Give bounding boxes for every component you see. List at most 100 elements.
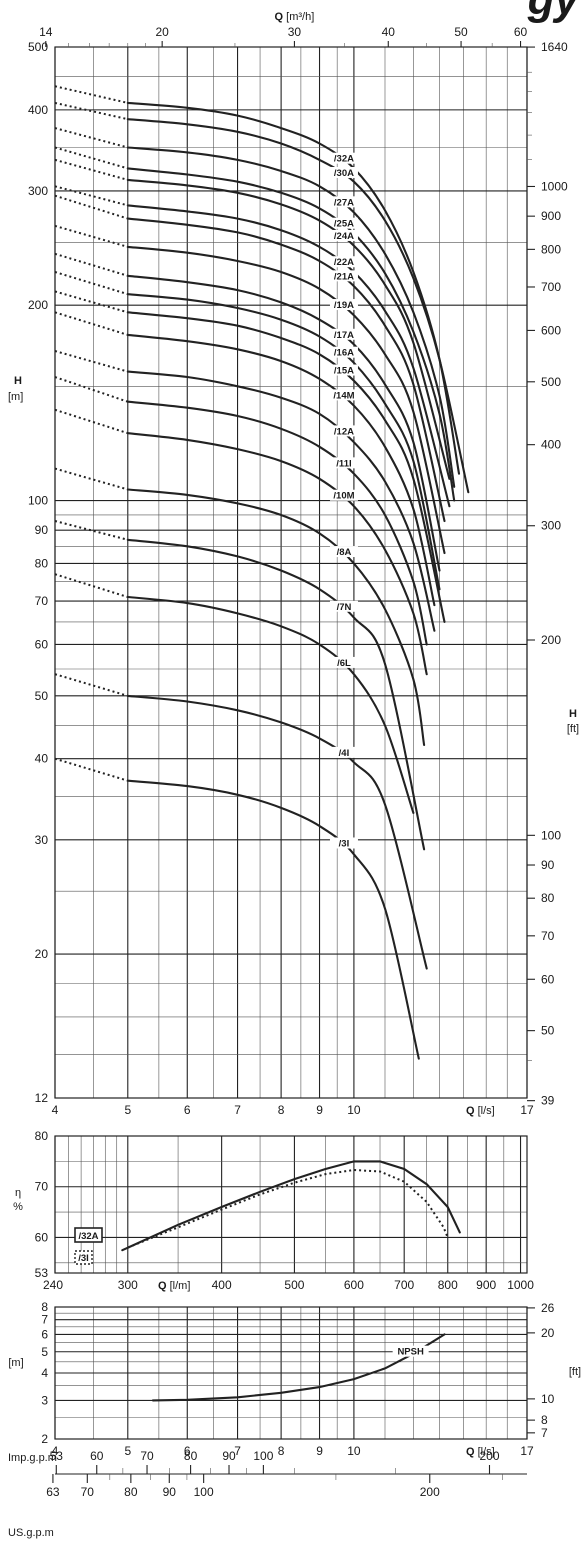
x-axis-tick-label: 700 [394, 1278, 414, 1292]
curve-label: /4I [339, 748, 350, 759]
npsh-label: NPSH [397, 1347, 424, 1358]
x-axis-tick-label: 240 [43, 1278, 63, 1292]
y2-axis-tick-label: 80 [541, 891, 555, 905]
x-axis-tick-label: 9 [316, 1103, 323, 1117]
us-gpm-tick-label: 200 [420, 1485, 440, 1499]
y2-axis-tick-label: 50 [541, 1024, 555, 1038]
y-axis-tick-label: 5 [41, 1345, 48, 1359]
head-curve [126, 245, 446, 555]
head-curve [126, 101, 461, 475]
npsh-curve [151, 1333, 446, 1402]
curve-label: /16A [334, 348, 354, 359]
x-axis-tick-label: 500 [284, 1278, 304, 1292]
top-axis-label: Q [m³/h] [275, 11, 315, 23]
curve-label: /3I [339, 838, 350, 849]
curve-label: /10M [333, 491, 354, 502]
y2-axis-tick-label: 39 [541, 1094, 555, 1108]
y-axis-tick-label: 400 [28, 103, 48, 117]
x-axis-tick-label: 8 [278, 1103, 285, 1117]
curve-label-bg [329, 166, 358, 178]
head-curve [126, 217, 446, 523]
x-axis-label: Q [l/m] [158, 1280, 190, 1292]
x-axis-tick-label: 6 [184, 1103, 191, 1117]
x-axis-tick-label: 4 [52, 1103, 59, 1117]
top-axis-tick-label: 40 [382, 25, 396, 39]
curve-label: /8A [337, 547, 352, 558]
head-curve [126, 694, 428, 970]
x-axis-tick-label: 7 [234, 1444, 241, 1458]
x-axis-tick-label: 8 [278, 1444, 285, 1458]
y-axis-label: H [14, 375, 22, 387]
imp-gpm-tick-label: 53 [50, 1449, 64, 1463]
x-axis-tick-label: 17 [520, 1103, 534, 1117]
curve-dotted-extension [54, 146, 129, 170]
y-axis-tick-label: 20 [35, 947, 49, 961]
head-curve [126, 293, 441, 591]
y2-axis-unit: [ft] [569, 1366, 581, 1378]
curve-label-bg [329, 229, 358, 241]
x-axis-tick-label: 4 [52, 1444, 59, 1458]
y-axis-tick-label: 300 [28, 184, 48, 198]
curve-label: /22A [334, 257, 354, 268]
x-axis-label: Q [l/s] [466, 1105, 495, 1117]
x-axis-tick-label: 9 [316, 1444, 323, 1458]
curve-label-bg [329, 346, 358, 358]
y-axis-tick-label: 3 [41, 1393, 48, 1407]
head-curves-panel: 14 20 30 40 50 60 Q [m³/h] 12 20 30 40 50 60 70 80 90 10… [8, 11, 579, 1117]
y-axis-tick-label: 2 [41, 1432, 48, 1446]
y-axis-tick-label: 8 [41, 1300, 48, 1314]
curve-label: /6L [337, 658, 351, 669]
legend-box-solid [74, 1227, 103, 1243]
curve-label-bg [329, 364, 358, 376]
y2-axis-tick-label: 8 [541, 1413, 548, 1427]
us-gpm-tick-label: 70 [81, 1485, 95, 1499]
y-axis-tick-label: 100 [28, 494, 48, 508]
curve-label: /30A [334, 168, 354, 179]
head-curve [126, 178, 451, 480]
y-axis-tick-label: 12 [35, 1091, 49, 1105]
curve-label: /21A [334, 271, 354, 282]
curve-label-bg [329, 270, 358, 282]
x-axis-tick-label: 300 [118, 1278, 138, 1292]
curve-dotted-extension [54, 185, 129, 207]
curve-dotted-extension [54, 158, 129, 181]
y-axis-tick-label: 70 [35, 1180, 49, 1194]
curve-dotted-extension [54, 101, 129, 121]
curve-label-bg [329, 489, 358, 501]
x-axis-tick-label: 900 [476, 1278, 496, 1292]
curve-label: /12A [334, 426, 354, 437]
y-axis-tick-label: 53 [35, 1266, 49, 1280]
top-axis-tick-label: 30 [288, 25, 302, 39]
y2-axis-tick-label: 26 [541, 1301, 555, 1315]
curve-label: /24A [334, 231, 354, 242]
head-curve [126, 167, 456, 502]
curve-dotted-extension [54, 408, 129, 435]
npsh-label-bg [392, 1345, 429, 1357]
curve-label-bg [329, 389, 358, 401]
y-axis-label: η [15, 1187, 21, 1199]
y-axis-unit: % [13, 1201, 23, 1213]
us-gpm-tick-label: 80 [124, 1485, 138, 1499]
curve-label: /25A [334, 219, 354, 230]
curve-label-bg [329, 457, 358, 469]
curve-dotted-extension [54, 573, 129, 598]
top-axis-tick-label: 50 [454, 25, 468, 39]
curve-dotted-extension [54, 350, 129, 373]
head-curve [126, 432, 428, 676]
y-axis-unit: [m] [8, 391, 23, 403]
y-axis-tick-label: 80 [35, 1129, 49, 1143]
plot-frame [54, 1306, 528, 1440]
plot-frame [54, 1135, 528, 1274]
head-curve [126, 274, 441, 572]
legend-label-dotted: /3I [78, 1253, 89, 1264]
x-axis-tick-label: 800 [438, 1278, 458, 1292]
curve-dotted-extension [54, 271, 129, 296]
y-axis-unit: [m] [8, 1357, 23, 1369]
y-axis-tick-label: 90 [35, 523, 49, 537]
top-axis-tick-label: 60 [514, 25, 528, 39]
head-curve [126, 779, 420, 1060]
efficiency-curve-dotted [127, 1168, 449, 1249]
head-curve [126, 538, 426, 851]
x-axis-tick-label: 7 [234, 1103, 241, 1117]
